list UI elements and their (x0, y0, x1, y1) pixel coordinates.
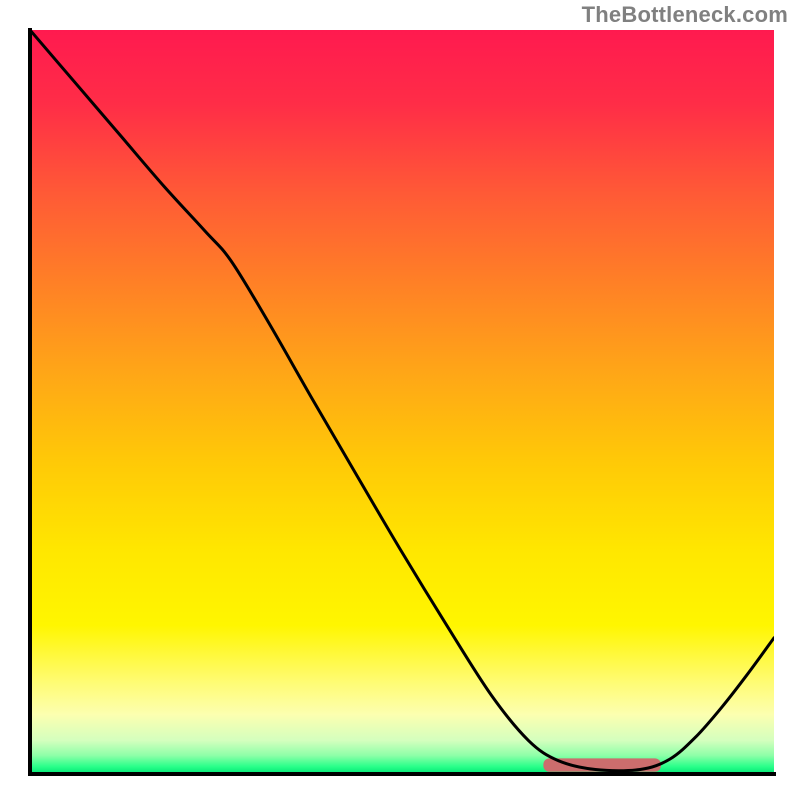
plot-background-gradient (30, 30, 774, 774)
watermark-text: TheBottleneck.com (582, 2, 788, 28)
chart-container: { "watermark": { "text": "TheBottleneck.… (0, 0, 800, 800)
bottleneck-curve-chart (0, 0, 800, 800)
